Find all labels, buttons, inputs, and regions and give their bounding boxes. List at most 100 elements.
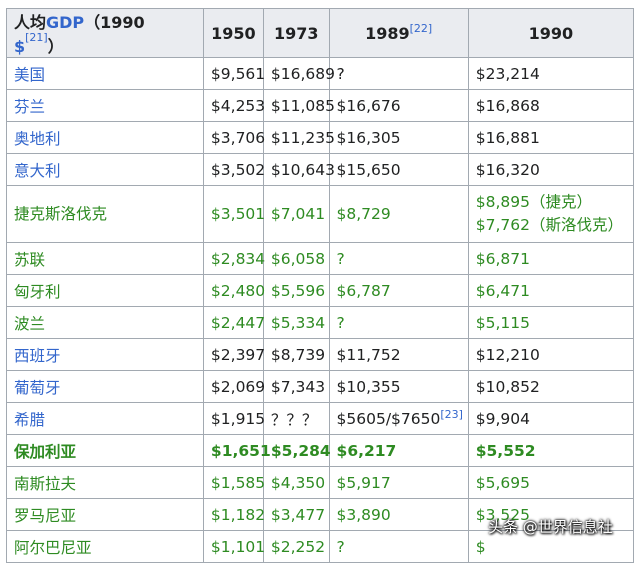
value-cell-1989: $6,217 bbox=[328, 434, 469, 467]
header-1973[interactable]: 1973 bbox=[262, 8, 330, 58]
value-cell-1990: $6,871 bbox=[467, 242, 635, 275]
value-cell-1989: $3,890 bbox=[328, 498, 469, 531]
value-cell-1990: $5,115 bbox=[467, 306, 635, 339]
ref-23[interactable]: [23] bbox=[440, 407, 463, 421]
table-row: 奥地利 $3,706 $11,235 $16,305 $16,881 bbox=[6, 121, 635, 154]
table-row: 葡萄牙 $2,069 $7,343 $10,355 $10,852 bbox=[6, 370, 635, 403]
value-cell-1989: ? bbox=[328, 57, 469, 90]
table-row: 意大利 $3,502 $10,643 $15,650 $16,320 bbox=[6, 153, 635, 186]
value-cell-1990: $23,214 bbox=[467, 57, 635, 90]
value-cell-1990: $9,904 bbox=[467, 402, 635, 435]
header-1990[interactable]: 1990 bbox=[467, 8, 635, 58]
value-cell-1973: $7,343 bbox=[262, 370, 330, 403]
value-cell-1990: $16,881 bbox=[467, 121, 635, 154]
header-label: 人均GDP（1990 $[21]） bbox=[6, 8, 204, 58]
value-cell-1989: ? bbox=[328, 242, 469, 275]
country-cell[interactable]: 罗马尼亚 bbox=[6, 498, 204, 531]
ref-21[interactable]: [21] bbox=[25, 31, 48, 44]
value-cell-1989: $6,787 bbox=[328, 274, 469, 307]
value-cell-1973: $5,596 bbox=[262, 274, 330, 307]
value-cell-1989: $15,650 bbox=[328, 153, 469, 186]
value-cell-1973: $4,350 bbox=[262, 466, 330, 499]
value-cell-1950: $3,706 bbox=[202, 121, 265, 154]
value-cell-1989: $5605/$7650[23] bbox=[328, 402, 469, 435]
table-row: 西班牙 $2,397 $8,739 $11,752 $12,210 bbox=[6, 338, 635, 371]
country-cell[interactable]: 美国 bbox=[6, 57, 204, 90]
value-cell-1989: ? bbox=[328, 530, 469, 563]
value-cell-1973: $5,284 bbox=[262, 434, 331, 467]
table-row: 美国 $9,561 $16,689? $23,214 bbox=[6, 57, 635, 90]
table-row: 罗马尼亚 $1,182 $3,477 $3,890 $3,525 bbox=[6, 498, 635, 531]
table-row: 芬兰 $4,253 $11,085 $16,676 $16,868 bbox=[6, 89, 635, 122]
value-cell-1973: $7,041 bbox=[262, 185, 330, 243]
table-row: 匈牙利 $2,480 $5,596 $6,787 $6,471 bbox=[6, 274, 635, 307]
value-cell-1989: $10,355 bbox=[328, 370, 469, 403]
country-cell[interactable]: 匈牙利 bbox=[6, 274, 204, 307]
ref-22[interactable]: [22] bbox=[409, 21, 433, 35]
table-row: 阿尔巴尼亚 $1,101 $2,252? $ bbox=[6, 530, 635, 563]
value-cell-1989: $16,676 bbox=[328, 89, 469, 122]
value-cell-1973: $3,477 bbox=[262, 498, 330, 531]
country-cell[interactable]: 意大利 bbox=[6, 153, 204, 186]
value-cell-1950: $4,253 bbox=[202, 89, 265, 122]
value-cell-1950: $1,101 bbox=[202, 530, 265, 563]
country-cell[interactable]: 南斯拉夫 bbox=[6, 466, 204, 499]
table-row: 波兰 $2,447 $5,334? $5,115 bbox=[6, 306, 635, 339]
value-cell-1950: $2,447 bbox=[202, 306, 265, 339]
value-cell-1950: $9,561 bbox=[202, 57, 265, 90]
gdp-per-capita-table: 人均GDP（1990 $[21]） 1950 1973 1989[22] 199… bbox=[6, 8, 635, 563]
value-cell-1950: $2,069 bbox=[202, 370, 265, 403]
country-cell[interactable]: 奥地利 bbox=[6, 121, 204, 154]
value-cell-1989: $8,729 bbox=[328, 185, 469, 243]
header-1989[interactable]: 1989[22] bbox=[328, 8, 469, 58]
table-row: 苏联 $2,834 $6,058? $6,871 bbox=[6, 242, 635, 275]
watermark-text: 头条 @世界信息社 bbox=[488, 518, 613, 536]
value-cell-1950: $1,915 bbox=[202, 402, 265, 435]
country-cell[interactable]: 希腊 bbox=[6, 402, 204, 435]
country-cell[interactable]: 芬兰 bbox=[6, 89, 204, 122]
value-cell-1973: $11,235 bbox=[262, 121, 335, 154]
value-cell-1950: $1,585 bbox=[202, 466, 265, 499]
value-cell-1973: $8,739 bbox=[262, 338, 330, 371]
value-cell-1950: $1,182 bbox=[202, 498, 265, 531]
value-cell-1990: $3,525 bbox=[467, 498, 635, 531]
value-cell-1990: $12,210 bbox=[467, 338, 635, 371]
country-cell[interactable]: 西班牙 bbox=[6, 338, 204, 371]
table-row: 保加利亚 $1,651 $5,284 $6,217 $5,552 bbox=[6, 434, 635, 467]
value-cell-1973: ？？？ bbox=[262, 402, 330, 435]
table-header-row: 人均GDP（1990 $[21]） 1950 1973 1989[22] 199… bbox=[6, 8, 635, 58]
value-cell-1990: $8,895（捷克） $7,762（斯洛伐克） bbox=[467, 185, 635, 243]
value-cell-1989: $11,752 bbox=[328, 338, 469, 371]
value-cell-1990: $5,552 bbox=[467, 434, 635, 467]
value-cell-1990: $5,695 bbox=[467, 466, 635, 499]
country-cell[interactable]: 苏联 bbox=[6, 242, 204, 275]
country-cell[interactable]: 捷克斯洛伐克 bbox=[6, 185, 204, 243]
value-cell-1973: $11,085 bbox=[262, 89, 335, 122]
value-cell-1989: $16,305 bbox=[328, 121, 469, 154]
value-cell-1990: $6,471 bbox=[467, 274, 635, 307]
value-cell-1990: $16,320 bbox=[467, 153, 635, 186]
value-cell-1990: $16,868 bbox=[467, 89, 635, 122]
dollar-link[interactable]: $ bbox=[14, 37, 26, 56]
value-cell-1950: $2,834 bbox=[202, 242, 265, 275]
table-row: 捷克斯洛伐克 $3,501 $7,041 $8,729 $8,895（捷克） $7,762… bbox=[6, 185, 635, 243]
table-row: 希腊 $1,915？？？ $5605/$7650[23] $9,904 bbox=[6, 402, 635, 435]
country-cell[interactable]: 阿尔巴尼亚 bbox=[6, 530, 204, 563]
value-cell-1973: $10,643 bbox=[262, 153, 335, 186]
value-cell-1973: $2,252 bbox=[262, 530, 330, 563]
value-cell-1989: ? bbox=[328, 306, 469, 339]
value-cell-1973: $6,058 bbox=[262, 242, 330, 275]
value-cell-1973: $16,689 bbox=[262, 57, 335, 90]
table-row: 南斯拉夫 $1,585 $4,350 $5,917 $5,695 bbox=[6, 466, 635, 499]
country-cell[interactable]: 保加利亚 bbox=[6, 434, 204, 467]
gdp-link[interactable]: GDP bbox=[46, 13, 85, 32]
country-cell[interactable]: 波兰 bbox=[6, 306, 204, 339]
value-cell-1950: $1,651 bbox=[202, 434, 271, 467]
header-1950[interactable]: 1950 bbox=[202, 8, 264, 58]
country-cell[interactable]: 葡萄牙 bbox=[6, 370, 204, 403]
value-cell-1950: $3,502 bbox=[202, 153, 265, 186]
value-cell-1973: $5,334 bbox=[262, 306, 330, 339]
value-cell-1989: $5,917 bbox=[328, 466, 469, 499]
value-cell-1950: $2,397 bbox=[202, 338, 265, 371]
value-cell-1950: $3,501 bbox=[202, 185, 265, 243]
